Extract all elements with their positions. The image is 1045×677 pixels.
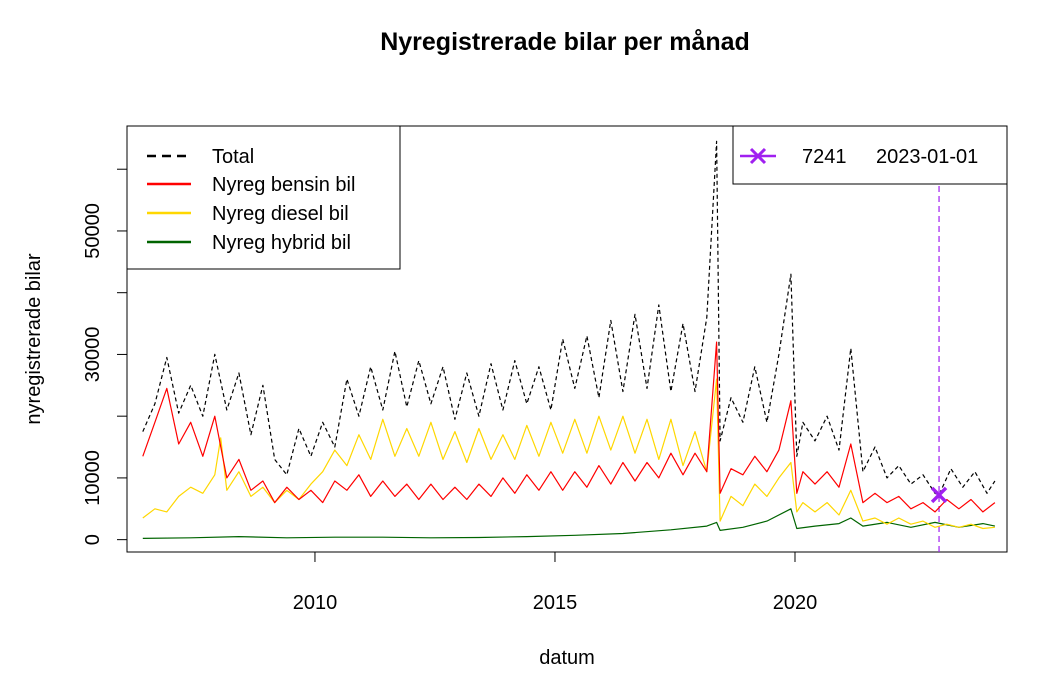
legend-label-diesel: Nyreg diesel bil	[212, 203, 349, 225]
x-tick-label: 2020	[773, 592, 818, 614]
series-line-total	[142, 140, 996, 496]
y-axis-label: nyregistrerade bilar	[23, 253, 45, 425]
marker-legend-x-icon	[749, 147, 767, 165]
legend-label-total: Total	[212, 146, 254, 168]
marker-legend-value: 7241	[802, 146, 847, 168]
legend-label-bensin: Nyreg bensin bil	[212, 174, 355, 196]
x-tick-label: 2010	[293, 592, 338, 614]
y-tick-label: 30000	[82, 327, 104, 383]
x-axis-label: datum	[539, 647, 595, 669]
series-line-nyreg-bensin-bil	[142, 341, 996, 513]
series-line-nyreg-hybrid-bil	[142, 508, 996, 539]
x-tick-label: 2015	[533, 592, 578, 614]
x-axis: 2010 2015 2020	[293, 551, 818, 614]
y-tick-label: 50000	[82, 203, 104, 259]
legend-label-hybrid: Nyreg hybrid bil	[212, 232, 351, 254]
marker-legend-date: 2023-01-01	[876, 146, 978, 168]
legend-box	[126, 125, 401, 270]
y-tick-label: 10000	[82, 450, 104, 506]
legend: Total Nyreg bensin bil Nyreg diesel bil …	[126, 125, 401, 270]
series-line-nyreg-diesel-bil	[142, 378, 995, 530]
y-axis: 0 10000 30000 50000	[82, 168, 128, 545]
marker-point	[930, 486, 948, 504]
y-tick-label: 0	[82, 534, 104, 545]
marker-legend-box	[732, 125, 1008, 185]
marker-legend: 7241 2023-01-01	[732, 125, 1008, 185]
chart-title: Nyregistrerade bilar per månad	[380, 28, 750, 56]
